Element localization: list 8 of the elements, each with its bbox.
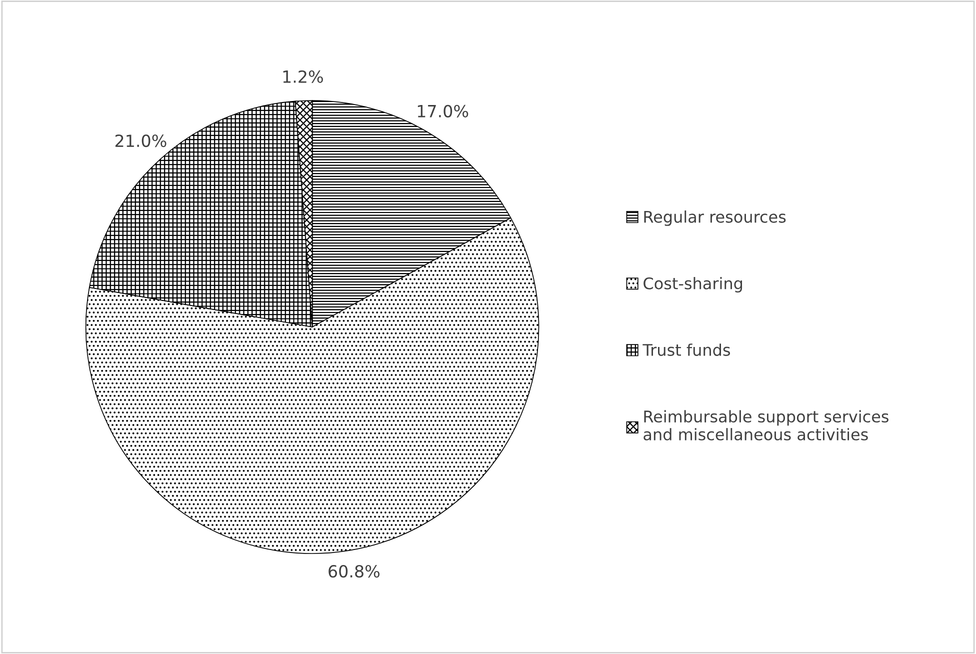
data-label: 21.0% bbox=[115, 134, 166, 148]
data-label: 60.8% bbox=[328, 564, 380, 578]
data-label: 17.0% bbox=[418, 104, 468, 118]
legend-label: Regular resources bbox=[644, 210, 786, 226]
legend-label: Cost-sharing bbox=[644, 277, 742, 292]
legend-label: Reimbursable support services and miscellaneous activities bbox=[644, 410, 888, 440]
data-label: 1.2% bbox=[283, 70, 323, 83]
legend-label: Trust funds bbox=[642, 344, 730, 356]
